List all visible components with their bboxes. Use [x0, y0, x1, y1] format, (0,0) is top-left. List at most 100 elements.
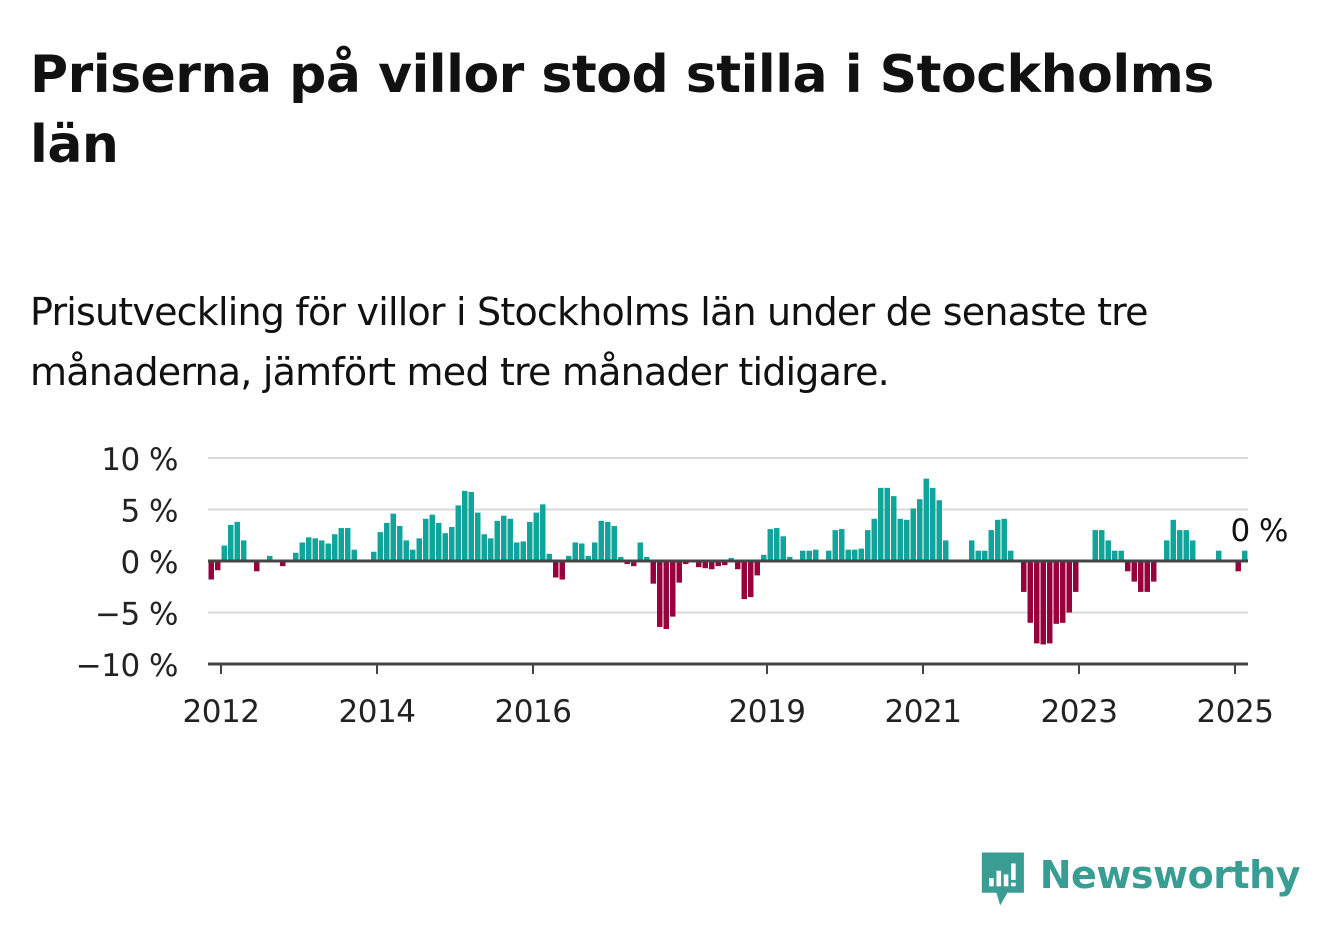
bar	[345, 528, 351, 561]
x-tick-label: 2019	[729, 694, 806, 730]
bar	[676, 561, 682, 583]
bar	[878, 487, 884, 561]
bar	[553, 561, 559, 578]
bar	[208, 561, 214, 580]
bar	[1170, 519, 1176, 561]
bar	[423, 518, 429, 561]
bar	[1073, 561, 1079, 592]
bar	[644, 556, 650, 561]
bar	[1001, 518, 1007, 561]
bar	[546, 553, 552, 561]
bar	[1021, 561, 1027, 592]
bar	[436, 522, 442, 561]
brand-name: Newsworthy	[1039, 853, 1301, 897]
bar	[559, 561, 565, 580]
bar	[410, 549, 416, 561]
bar	[384, 522, 390, 561]
last-value-annotation: 0 %	[1230, 513, 1288, 549]
bar	[306, 537, 312, 561]
x-tick-label: 2021	[885, 694, 962, 730]
bar	[1190, 540, 1196, 561]
bar	[858, 548, 864, 561]
bar	[1144, 561, 1150, 592]
bar	[228, 524, 234, 561]
bar	[579, 543, 585, 561]
bar	[501, 515, 507, 561]
bar	[254, 561, 260, 572]
bar	[1092, 530, 1098, 561]
bar	[943, 540, 949, 561]
bar	[403, 540, 409, 561]
bar	[897, 518, 903, 561]
x-tick-label: 2023	[1041, 694, 1118, 730]
bar	[800, 550, 806, 561]
bar	[1131, 561, 1137, 582]
bar	[806, 550, 812, 561]
bar	[572, 542, 578, 561]
bar	[280, 561, 286, 567]
bar	[1151, 561, 1157, 582]
bar	[975, 550, 981, 561]
bar	[683, 561, 689, 565]
bar	[390, 513, 396, 561]
bar	[904, 519, 910, 561]
bar	[969, 540, 975, 561]
chart-subtitle: Prisutveckling för villor i Stockholms l…	[30, 290, 1149, 394]
bar	[618, 556, 624, 561]
bar	[442, 533, 448, 561]
bar	[780, 536, 786, 561]
bar	[1118, 550, 1124, 561]
bar	[267, 555, 273, 561]
x-tick-label: 2025	[1197, 694, 1274, 730]
bar	[845, 549, 851, 561]
bar	[1060, 561, 1066, 623]
y-tick-label: 5 %	[120, 494, 178, 530]
bar	[488, 538, 494, 561]
bar	[995, 519, 1001, 561]
bar	[215, 561, 221, 571]
bar	[1235, 561, 1241, 572]
bar	[507, 518, 513, 561]
bar	[663, 561, 669, 629]
bar	[241, 540, 247, 561]
bar	[1027, 561, 1033, 623]
y-tick-label: 10 %	[101, 442, 178, 478]
brand-logo[interactable]: Newsworthy	[980, 848, 1301, 910]
bar	[741, 561, 747, 600]
bar	[598, 520, 604, 561]
bar	[852, 549, 858, 561]
bar	[338, 528, 344, 561]
bar	[1125, 561, 1131, 572]
bar	[1138, 561, 1144, 592]
bar	[748, 561, 754, 598]
bar	[624, 561, 630, 565]
bar	[325, 543, 331, 561]
bar	[449, 527, 455, 561]
bar	[351, 549, 357, 561]
bar	[1164, 540, 1170, 561]
bar	[761, 554, 767, 561]
bar	[722, 561, 728, 566]
y-tick-label: −10 %	[76, 648, 178, 684]
y-tick-label: 0 %	[120, 545, 178, 581]
bar	[611, 525, 617, 561]
bar	[813, 549, 819, 561]
bar	[319, 540, 325, 561]
axis-layer: 10 % 5 % 0 % −5 % −10 %2012 2014 2016 2019 2021 2…	[76, 442, 1289, 730]
bar	[1034, 561, 1040, 644]
bar	[475, 512, 481, 561]
bar	[416, 538, 422, 561]
bar	[1066, 561, 1072, 613]
bar	[566, 555, 572, 561]
bar	[917, 499, 923, 561]
bar	[754, 561, 760, 576]
bar-chart: 10 % 5 % 0 % −5 % −10 %2012 2014 2016 2019 2021 2…	[76, 442, 1289, 730]
bar	[397, 525, 403, 561]
bar	[1177, 530, 1183, 561]
bar	[1053, 561, 1059, 624]
bar	[891, 496, 897, 561]
bar	[631, 561, 637, 567]
bar	[657, 561, 663, 627]
bar	[735, 561, 741, 570]
bar	[1112, 550, 1118, 561]
